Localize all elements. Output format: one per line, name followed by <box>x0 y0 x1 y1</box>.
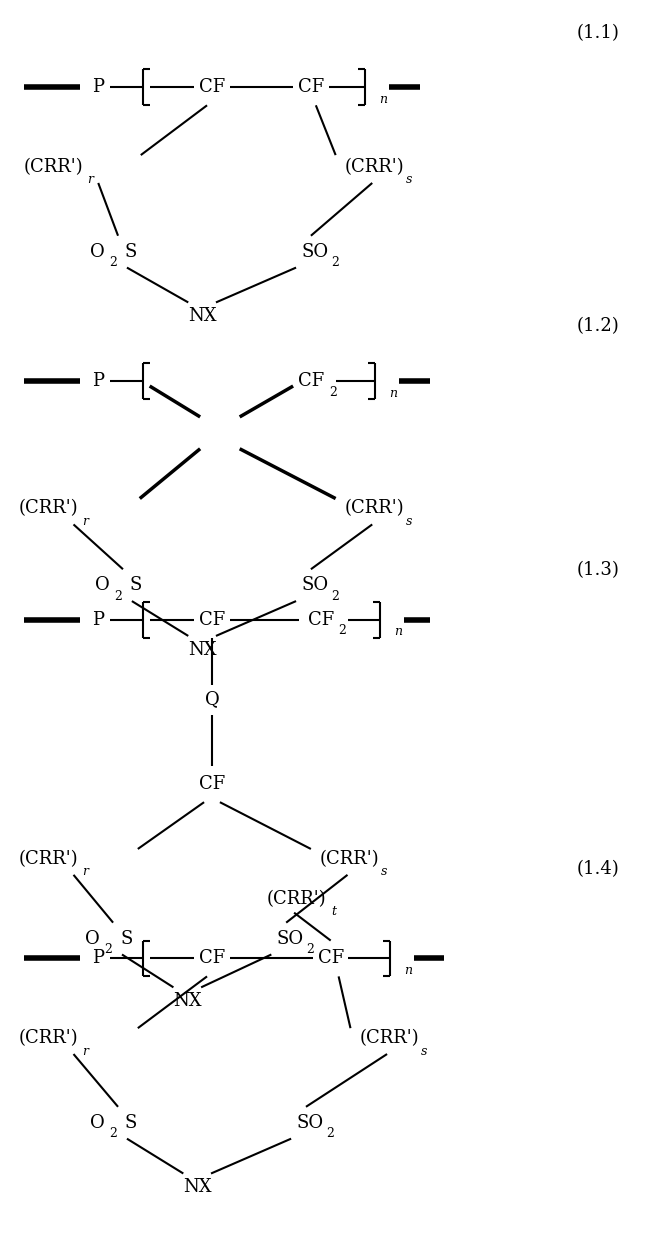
Text: 2: 2 <box>326 1127 334 1141</box>
Text: r: r <box>82 515 88 528</box>
Text: P: P <box>92 78 104 97</box>
Text: SO: SO <box>301 577 328 594</box>
Text: 2: 2 <box>339 625 347 637</box>
Text: (CRR'): (CRR') <box>345 157 404 176</box>
Text: S: S <box>125 243 138 260</box>
Text: 2: 2 <box>306 942 314 956</box>
Text: CF: CF <box>199 775 225 794</box>
Text: P: P <box>92 950 104 967</box>
Text: CF: CF <box>317 950 344 967</box>
Text: (CRR'): (CRR') <box>320 849 380 868</box>
Text: S: S <box>120 930 132 947</box>
Text: O: O <box>86 930 100 947</box>
Text: S: S <box>130 577 142 594</box>
Text: 2: 2 <box>104 942 112 956</box>
Text: (CRR'): (CRR') <box>19 500 79 517</box>
Text: 2: 2 <box>328 386 337 398</box>
Text: (1.3): (1.3) <box>576 562 619 579</box>
Text: s: s <box>421 1044 427 1058</box>
Text: CF: CF <box>298 372 324 391</box>
Text: n: n <box>389 387 397 399</box>
Text: (CRR'): (CRR') <box>345 500 404 517</box>
Text: s: s <box>406 515 412 528</box>
Text: SO: SO <box>276 930 304 947</box>
Text: (1.2): (1.2) <box>576 317 619 335</box>
Text: CF: CF <box>199 611 225 629</box>
Text: CF: CF <box>298 78 324 97</box>
Text: 2: 2 <box>331 257 339 269</box>
Text: r: r <box>82 866 88 878</box>
Text: r: r <box>82 1044 88 1058</box>
Text: 2: 2 <box>109 257 117 269</box>
Text: n: n <box>379 93 387 105</box>
Text: Q: Q <box>204 691 219 708</box>
Text: CF: CF <box>308 611 334 629</box>
Text: NX: NX <box>173 992 202 1011</box>
Text: S: S <box>125 1114 138 1132</box>
Text: 2: 2 <box>109 1127 117 1141</box>
Text: SO: SO <box>296 1114 323 1132</box>
Text: s: s <box>406 174 412 186</box>
Text: (CRR'): (CRR') <box>19 849 79 868</box>
Text: s: s <box>381 866 387 878</box>
Text: (CRR'): (CRR') <box>266 890 326 908</box>
Text: O: O <box>90 1114 105 1132</box>
Text: n: n <box>404 963 412 977</box>
Text: SO: SO <box>301 243 328 260</box>
Text: P: P <box>92 372 104 391</box>
Text: (CRR'): (CRR') <box>360 1029 419 1047</box>
Text: (CRR'): (CRR') <box>19 1029 79 1047</box>
Text: t: t <box>332 905 337 918</box>
Text: 2: 2 <box>331 589 339 603</box>
Text: CF: CF <box>199 950 225 967</box>
Text: CF: CF <box>199 78 225 97</box>
Text: r: r <box>88 174 93 186</box>
Text: P: P <box>92 611 104 629</box>
Text: NX: NX <box>183 1178 212 1197</box>
Text: NX: NX <box>188 308 216 325</box>
Text: (1.4): (1.4) <box>576 859 619 878</box>
Text: 2: 2 <box>114 589 122 603</box>
Text: O: O <box>90 243 105 260</box>
Text: (CRR'): (CRR') <box>24 157 84 176</box>
Text: n: n <box>394 625 402 639</box>
Text: (1.1): (1.1) <box>576 24 619 42</box>
Text: O: O <box>95 577 110 594</box>
Text: NX: NX <box>188 641 216 658</box>
